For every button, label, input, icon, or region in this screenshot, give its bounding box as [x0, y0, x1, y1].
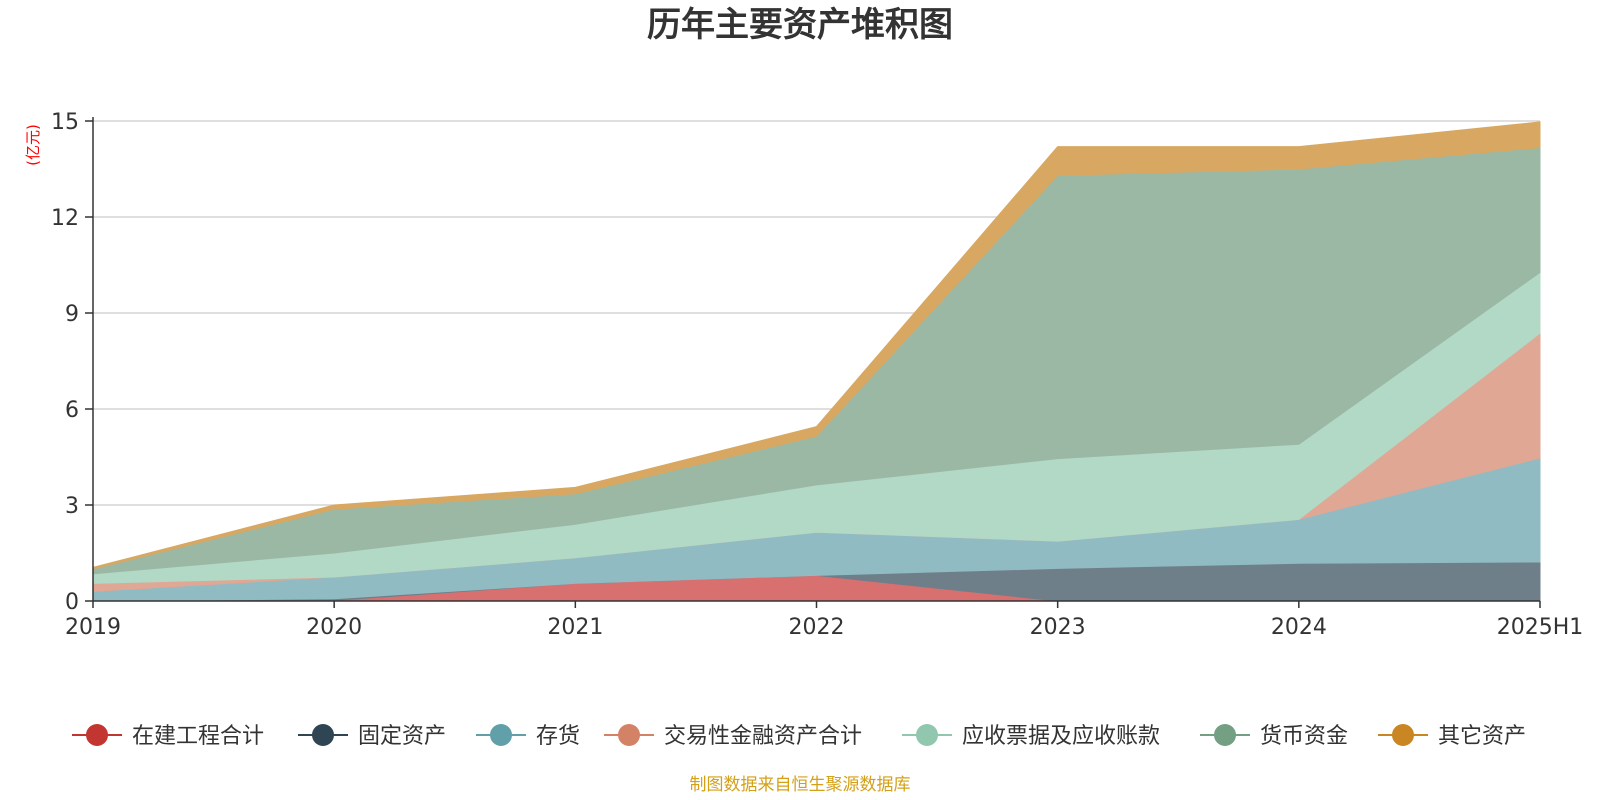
legend-label: 交易性金融资产合计: [664, 724, 862, 749]
legend-marker: [312, 724, 334, 746]
legend-label: 在建工程合计: [132, 724, 264, 749]
legend: 在建工程合计 固定资产 存货 交易性金融资产合计 应收票据及应收账款 货币资金 其它资产: [72, 724, 1526, 749]
legend-label: 存货: [536, 724, 580, 749]
y-axis-unit-label: (亿元): [24, 124, 42, 166]
legend-item[interactable]: 应收票据及应收账款: [902, 724, 1160, 749]
source-note: 制图数据来自恒生聚源数据库: [690, 775, 911, 795]
legend-marker: [618, 724, 640, 746]
x-tick-label: 2021: [547, 615, 603, 640]
legend-item[interactable]: 固定资产: [298, 724, 446, 749]
y-tick-label: 6: [65, 398, 79, 423]
legend-label: 固定资产: [358, 724, 446, 749]
legend-marker: [1392, 724, 1414, 746]
x-tick-label: 2020: [306, 615, 362, 640]
legend-item[interactable]: 其它资产: [1378, 724, 1526, 749]
x-tick-label: 2023: [1030, 615, 1086, 640]
area-series-7: [92, 121, 1541, 570]
y-tick-label: 12: [51, 206, 79, 231]
y-tick-label: 9: [65, 302, 79, 327]
legend-item[interactable]: 在建工程合计: [72, 724, 264, 749]
y-tick-label: 3: [65, 494, 79, 519]
x-tick-label: 2022: [789, 615, 845, 640]
x-tick-label: 2019: [65, 615, 121, 640]
x-tick-label: 2024: [1271, 615, 1327, 640]
area-series-layer: [92, 121, 1541, 602]
y-tick-label: 0: [65, 590, 79, 615]
legend-marker: [490, 724, 512, 746]
x-tick-label: 2025H1: [1497, 615, 1584, 640]
legend-label: 应收票据及应收账款: [962, 724, 1160, 749]
legend-marker: [1214, 724, 1236, 746]
y-tick-label: 15: [51, 110, 79, 135]
legend-item[interactable]: 货币资金: [1200, 724, 1348, 749]
axes: 0 3 6 9 12 15 2019 2020 2021 2022 2023 2024 2025H1: [51, 110, 1583, 640]
legend-label: 货币资金: [1260, 724, 1348, 749]
legend-label: 其它资产: [1438, 724, 1526, 749]
legend-item[interactable]: 交易性金融资产合计: [604, 724, 862, 749]
legend-item[interactable]: 存货: [476, 724, 580, 749]
chart-title: 历年主要资产堆积图: [647, 5, 953, 45]
legend-marker: [86, 724, 108, 746]
legend-marker: [916, 724, 938, 746]
